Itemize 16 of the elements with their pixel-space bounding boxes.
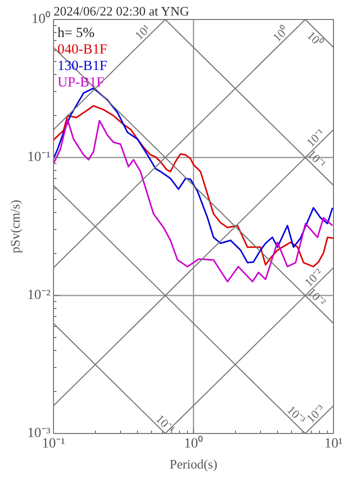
- chart-title: 2024/06/22 02:30 at YNG: [54, 4, 190, 18]
- x-axis-title: Period(s): [170, 456, 218, 472]
- x-tick-label: 10¹: [324, 436, 343, 452]
- y-axis-title: pSv(cm/s): [7, 200, 22, 254]
- y-tick-label: 10⁻²: [27, 288, 51, 303]
- annotation: 10⁻¹: [304, 147, 329, 172]
- annotation: 10⁰: [304, 28, 326, 50]
- text: 040-B1F: [58, 42, 108, 58]
- x-tick-label: 10⁰: [184, 436, 203, 452]
- legend-title: h= 5%: [58, 26, 95, 41]
- annotation: 10⁻¹: [304, 126, 328, 150]
- y-tick-label: 10⁰: [32, 11, 50, 27]
- annotation: 10⁻⁴: [153, 412, 178, 436]
- y-tick-label: 10⁻¹: [27, 150, 51, 165]
- annotation: 10¹: [132, 21, 154, 43]
- annotation: 10⁰: [270, 23, 292, 45]
